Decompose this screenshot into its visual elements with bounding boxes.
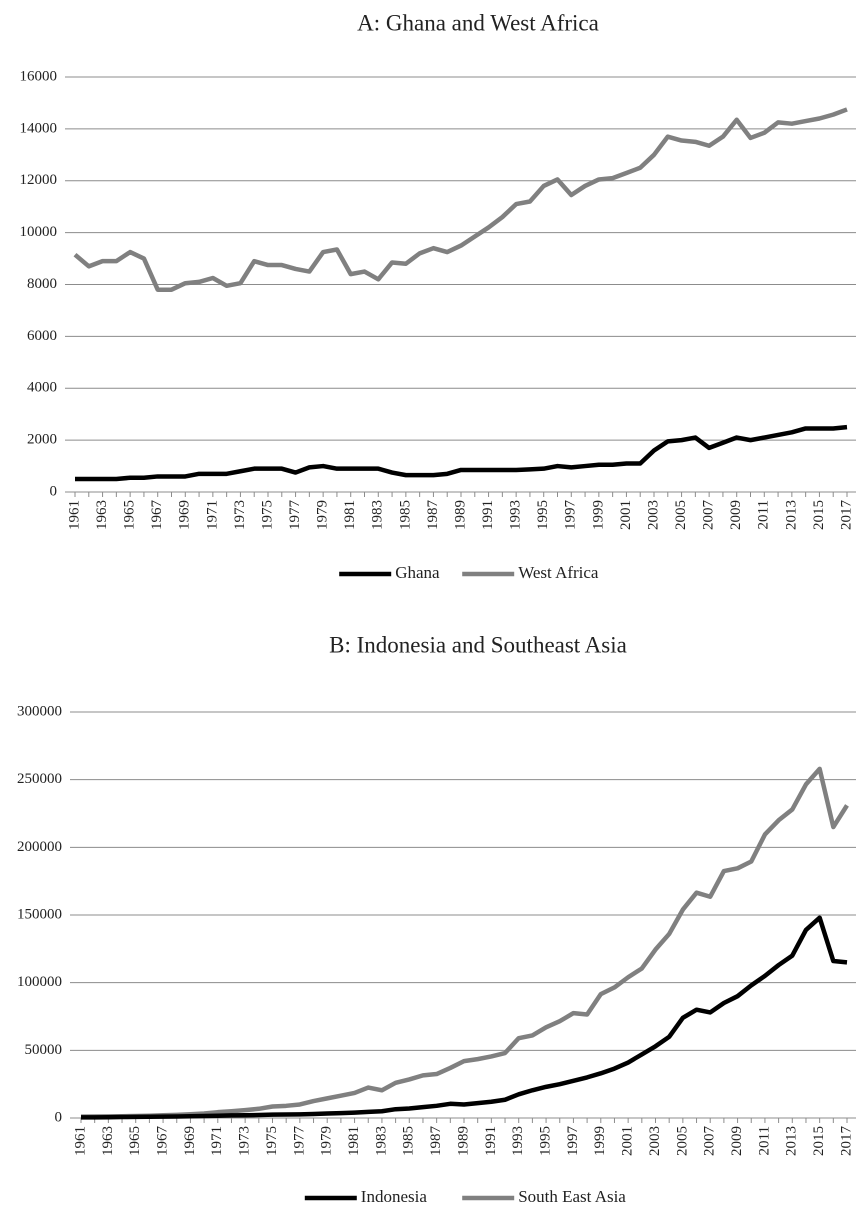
- x-tick-label: 2011: [756, 500, 772, 529]
- y-tick-label: 0: [50, 483, 58, 499]
- legend-label: Indonesia: [361, 1187, 428, 1206]
- x-tick-label: 1971: [204, 500, 220, 530]
- x-tick-label: 2003: [647, 1126, 663, 1156]
- x-tick-label: 2017: [838, 500, 854, 531]
- x-tick-label: 1971: [209, 1126, 225, 1156]
- x-tick-label: 1999: [592, 1126, 608, 1156]
- y-tick-label: 4000: [27, 380, 57, 396]
- x-tick-label: 1965: [122, 500, 138, 530]
- x-tick-label: 1965: [127, 1126, 143, 1156]
- y-tick-label: 16000: [20, 68, 58, 84]
- x-tick-label: 1989: [455, 1126, 471, 1156]
- x-tick-label: 1963: [94, 500, 110, 530]
- x-tick-label: 1981: [342, 500, 358, 530]
- y-tick-label: 300000: [17, 703, 62, 719]
- x-tick-label: 1969: [177, 500, 193, 530]
- series-line: [75, 424, 848, 482]
- x-tick-label: 1963: [100, 1126, 116, 1156]
- x-tick-label: 1975: [259, 500, 275, 530]
- x-tick-label: 1983: [370, 500, 386, 530]
- y-tick-label: 0: [55, 1109, 63, 1125]
- x-tick-label: 1975: [264, 1126, 280, 1156]
- x-tick-label: 1983: [373, 1126, 389, 1156]
- y-tick-label: 150000: [17, 906, 62, 922]
- x-tick-label: 2017: [838, 1126, 854, 1157]
- y-tick-label: 50000: [25, 1042, 63, 1058]
- x-tick-label: 1973: [232, 500, 248, 530]
- x-tick-label: 2009: [728, 500, 744, 530]
- x-tick-label: 1995: [535, 500, 551, 530]
- x-tick-label: 1979: [319, 1126, 335, 1156]
- y-tick-label: 14000: [20, 120, 58, 136]
- x-tick-label: 1977: [287, 500, 303, 531]
- x-tick-label: 2003: [645, 500, 661, 530]
- x-tick-label: 1987: [428, 1126, 444, 1157]
- x-tick-label: 1991: [483, 1126, 499, 1156]
- x-tick-label: 2007: [701, 500, 717, 531]
- x-tick-label: 2015: [811, 500, 827, 530]
- y-tick-label: 10000: [20, 224, 58, 240]
- x-tick-label: 1961: [72, 1126, 88, 1156]
- x-tick-label: 2015: [811, 1126, 827, 1156]
- chart-title: A: Ghana and West Africa: [357, 10, 599, 35]
- legend-label: Ghana: [395, 563, 440, 582]
- x-tick-label: 1997: [563, 500, 579, 531]
- x-tick-label: 1991: [480, 500, 496, 530]
- chart-title: B: Indonesia and Southeast Asia: [329, 632, 627, 657]
- series-line: [80, 766, 849, 1119]
- y-tick-label: 6000: [27, 328, 57, 344]
- x-tick-label: 1989: [452, 500, 468, 530]
- x-tick-label: 1967: [149, 500, 165, 531]
- x-tick-label: 1999: [590, 500, 606, 530]
- x-tick-label: 2013: [784, 1126, 800, 1156]
- legend-label: West Africa: [518, 563, 599, 582]
- x-tick-label: 1995: [538, 1126, 554, 1156]
- x-tick-label: 1985: [401, 1126, 417, 1156]
- legend-label: South East Asia: [518, 1187, 626, 1206]
- x-tick-label: 1977: [291, 1126, 307, 1157]
- y-tick-label: 2000: [27, 432, 57, 448]
- x-tick-label: 1993: [508, 500, 524, 530]
- y-tick-label: 100000: [17, 974, 62, 990]
- y-tick-label: 8000: [27, 276, 57, 292]
- x-tick-label: 1981: [346, 1126, 362, 1156]
- x-tick-label: 2011: [756, 1126, 772, 1155]
- y-tick-label: 12000: [20, 172, 58, 188]
- x-tick-label: 2007: [702, 1126, 718, 1157]
- x-tick-label: 2001: [620, 1126, 636, 1156]
- x-tick-label: 1969: [182, 1126, 198, 1156]
- x-tick-label: 1997: [565, 1126, 581, 1157]
- x-tick-label: 2001: [618, 500, 634, 530]
- x-tick-label: 1987: [425, 500, 441, 531]
- series-line: [73, 107, 848, 292]
- x-tick-label: 1967: [155, 1126, 171, 1157]
- x-tick-label: 1985: [397, 500, 413, 530]
- x-tick-label: 1993: [510, 1126, 526, 1156]
- series-line: [81, 915, 848, 1120]
- x-tick-label: 2005: [673, 500, 689, 530]
- x-tick-label: 1961: [66, 500, 82, 530]
- y-tick-label: 250000: [17, 771, 62, 787]
- y-tick-label: 200000: [17, 839, 62, 855]
- x-tick-label: 1979: [315, 500, 331, 530]
- x-tick-label: 2005: [674, 1126, 690, 1156]
- x-tick-label: 2013: [783, 500, 799, 530]
- x-tick-label: 1973: [237, 1126, 253, 1156]
- x-tick-label: 2009: [729, 1126, 745, 1156]
